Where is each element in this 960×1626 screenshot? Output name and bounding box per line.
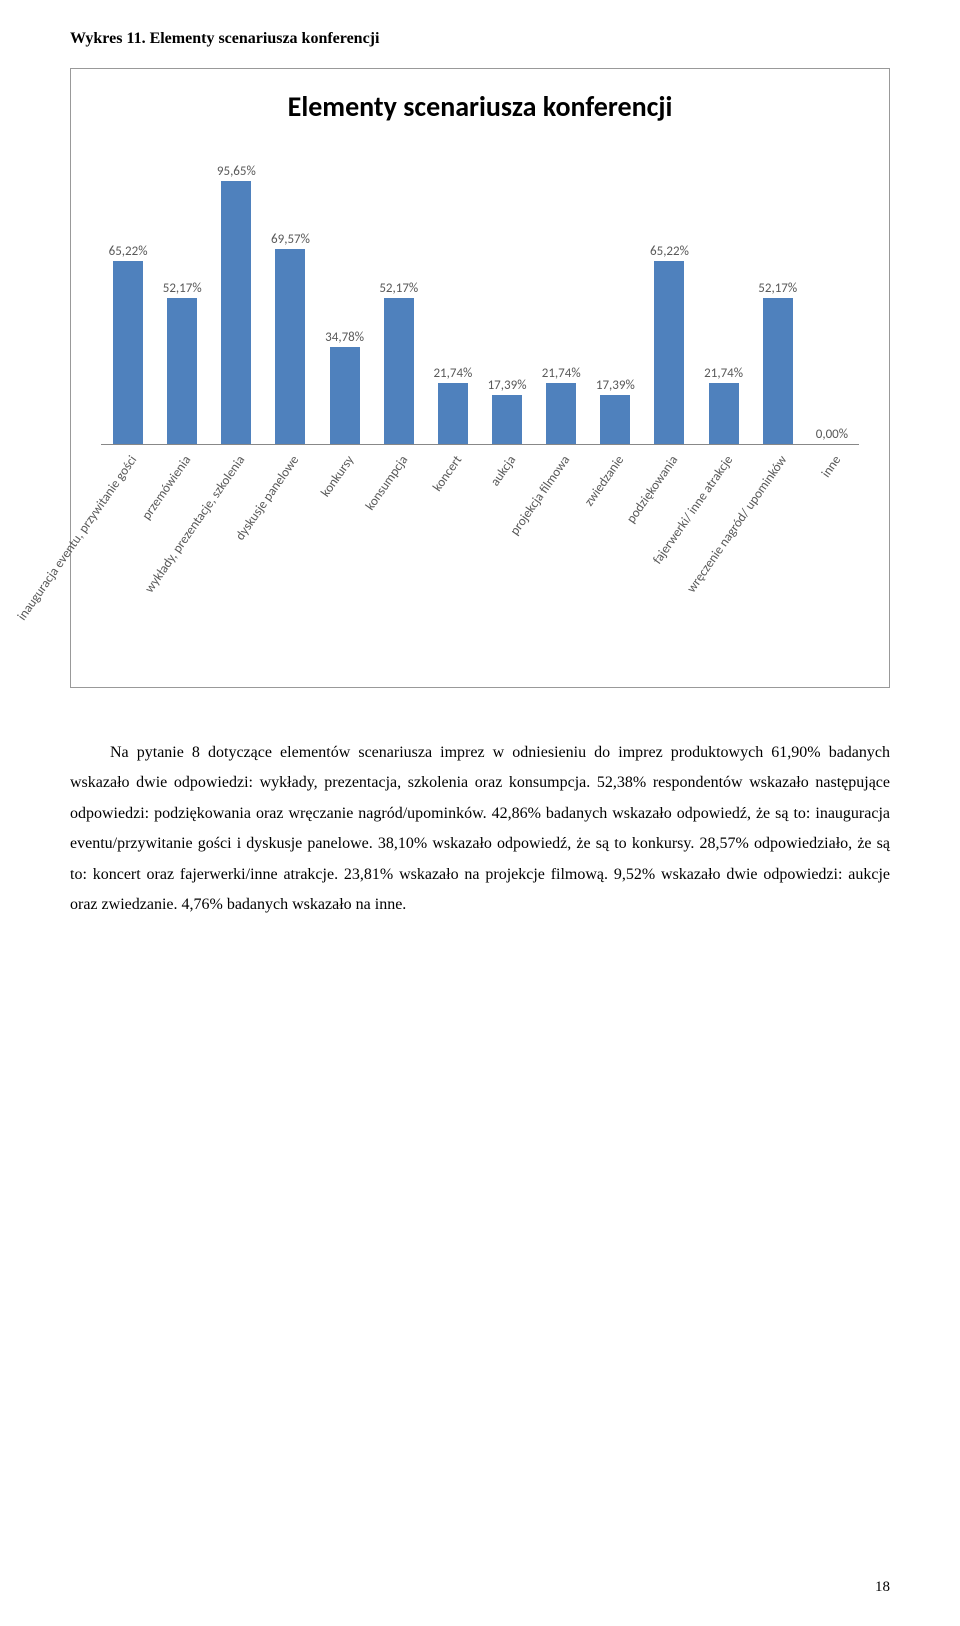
- chart-xaxis-item: konkursy: [318, 445, 372, 675]
- body-text: Na pytanie 8 dotyczące elementów scenari…: [70, 738, 890, 920]
- chart-bar-rect: [438, 383, 468, 444]
- chart-bar: 21,74%: [534, 164, 588, 444]
- chart-value-label: 0,00%: [816, 427, 848, 442]
- chart-container: Elementy scenariusza konferencji 65,22% 5…: [70, 68, 890, 688]
- page: Wykres 11. Elementy scenariusza konferen…: [0, 0, 960, 1626]
- chart-category-label: konkursy: [318, 453, 357, 500]
- chart-bar-rect: [221, 181, 251, 444]
- chart-value-label: 52,17%: [758, 281, 797, 296]
- chart-bar: 17,39%: [588, 164, 642, 444]
- chart-bar-rect: [330, 347, 360, 444]
- chart-bar: 95,65%: [209, 164, 263, 444]
- chart-xaxis-item: wręczenie nagród/ upominków: [751, 445, 805, 675]
- chart-bar-rect: [654, 261, 684, 444]
- chart-category-label: zwiedzanie: [582, 453, 628, 509]
- chart-bar: 0,00%: [805, 164, 859, 444]
- chart-value-label: 17,39%: [596, 378, 635, 393]
- chart-bar-rect: [709, 383, 739, 444]
- figure-caption: Wykres 11. Elementy scenariusza konferen…: [70, 30, 890, 48]
- chart-value-label: 65,22%: [650, 244, 689, 259]
- body-paragraph: Na pytanie 8 dotyczące elementów scenari…: [70, 738, 890, 920]
- chart-plot-area: 65,22% 52,17% 95,65% 69,57% 34,78% 52,17% 21,7…: [101, 164, 859, 445]
- chart-category-label: inne: [819, 453, 845, 481]
- chart-bar: 52,17%: [751, 164, 805, 444]
- chart-xaxis-item: inauguracja eventu, przywitanie gości: [101, 445, 155, 675]
- chart-bars-row: 65,22% 52,17% 95,65% 69,57% 34,78% 52,17% 21,7…: [101, 164, 859, 444]
- chart-xaxis-item: zwiedzanie: [588, 445, 642, 675]
- chart-category-label: aukcja: [488, 453, 520, 489]
- chart-xaxis-item: aukcja: [480, 445, 534, 675]
- chart-bar: 21,74%: [697, 164, 751, 444]
- chart-xaxis-item: konsumpcja: [372, 445, 426, 675]
- chart-bar-rect: [763, 298, 793, 444]
- chart-bar: 34,78%: [318, 164, 372, 444]
- chart-bar-rect: [492, 395, 522, 444]
- chart-value-label: 21,74%: [542, 366, 581, 381]
- chart-title: Elementy scenariusza konferencji: [81, 89, 879, 124]
- chart-bar: 17,39%: [480, 164, 534, 444]
- chart-bar-rect: [113, 261, 143, 444]
- chart-bar-rect: [546, 383, 576, 444]
- chart-bar: 52,17%: [372, 164, 426, 444]
- chart-value-label: 21,74%: [704, 366, 743, 381]
- chart-bar-rect: [600, 395, 630, 444]
- chart-category-label: inauguracja eventu, przywitanie gości: [15, 453, 141, 623]
- chart-value-label: 17,39%: [488, 378, 527, 393]
- chart-xaxis-item: wykłady, prezentacje, szkolenia: [209, 445, 263, 675]
- chart-xaxis-item: projekcja filmowa: [534, 445, 588, 675]
- chart-value-label: 21,74%: [433, 366, 472, 381]
- chart-bar: 65,22%: [101, 164, 155, 444]
- chart-value-label: 65,22%: [109, 244, 148, 259]
- chart-value-label: 95,65%: [217, 164, 256, 179]
- chart-xaxis-item: dyskusje panelowe: [263, 445, 317, 675]
- chart-bar-rect: [275, 249, 305, 444]
- chart-xaxis-item: koncert: [426, 445, 480, 675]
- page-number: 18: [875, 1579, 890, 1596]
- chart-xaxis-item: inne: [805, 445, 859, 675]
- chart-value-label: 52,17%: [163, 281, 202, 296]
- chart-xaxis-item: podziękowania: [642, 445, 696, 675]
- chart-bar-rect: [167, 298, 197, 444]
- chart-bar: 52,17%: [155, 164, 209, 444]
- chart-xaxis-row: inauguracja eventu, przywitanie gościprz…: [101, 445, 859, 675]
- chart-value-label: 52,17%: [379, 281, 418, 296]
- chart-value-label: 69,57%: [271, 232, 310, 247]
- chart-bar: 21,74%: [426, 164, 480, 444]
- chart-value-label: 34,78%: [325, 330, 364, 345]
- chart-category-label: koncert: [430, 453, 465, 494]
- chart-bar: 65,22%: [642, 164, 696, 444]
- chart-bar: 69,57%: [263, 164, 317, 444]
- chart-bar-rect: [384, 298, 414, 444]
